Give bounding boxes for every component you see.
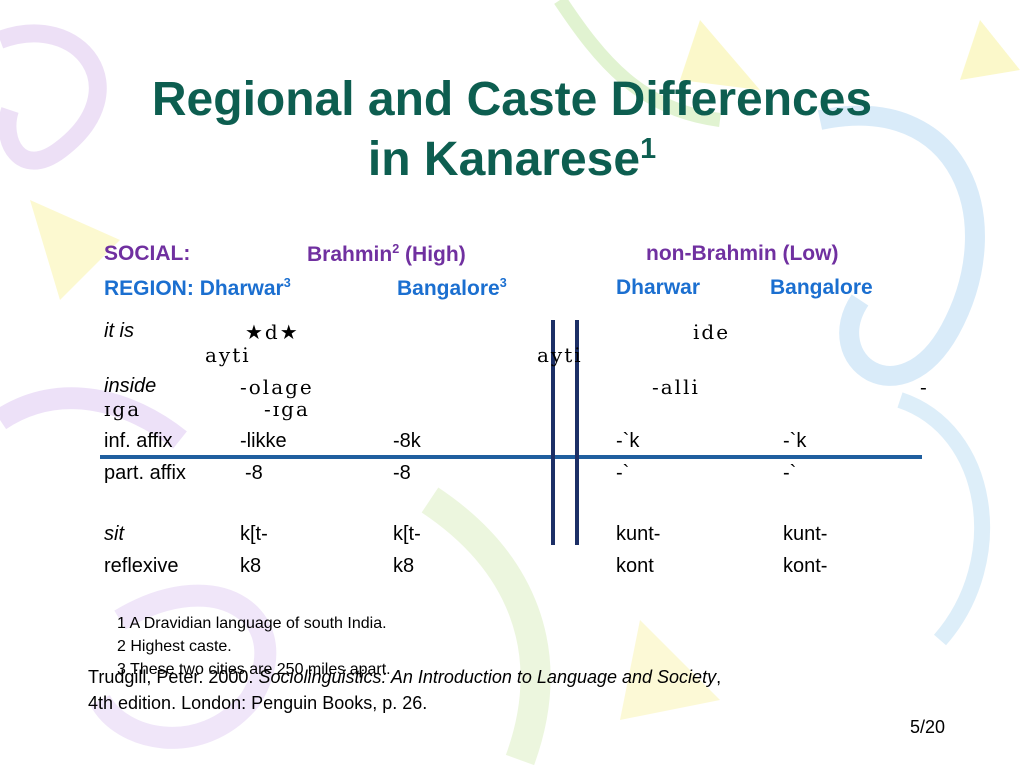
cell: ide <box>693 320 731 344</box>
cell: -`k <box>783 430 807 452</box>
cell: -` <box>783 462 797 484</box>
cell: -8 <box>245 462 263 484</box>
header-cell: non-Brahmin (Low) <box>646 242 839 265</box>
cell: kunt- <box>783 523 828 545</box>
citation: 4th edition. London: Penguin Books, p. 2… <box>88 693 428 713</box>
header-label: SOCIAL: <box>104 242 191 265</box>
cell: k8 <box>240 555 262 577</box>
citation-text: Trudgill, Peter. 2000. <box>88 667 259 687</box>
cell: -8 <box>393 462 411 484</box>
row-label: it is <box>104 320 134 342</box>
footnote: 2 Highest caste. <box>117 638 232 655</box>
footnote: 3 These two cities are 250 miles apart. <box>117 661 391 678</box>
page-number: 5/20 <box>910 717 946 737</box>
row-label: inf. affix <box>104 430 173 452</box>
cell: -8k <box>393 430 421 452</box>
footnote-ref: 2 <box>392 242 400 256</box>
footnote: 1 A Dravidian language of south India. <box>117 615 387 632</box>
cell: kont <box>616 555 654 577</box>
header-cell: REGION: Dharwar3 <box>104 276 291 301</box>
cell: ɪga <box>104 397 142 421</box>
header-text: Dharwar <box>199 277 284 300</box>
header-cell: Bangalore3 <box>397 276 507 301</box>
cell: ayti <box>205 343 251 367</box>
row-label: sit <box>104 523 124 545</box>
cell: k[t- <box>393 523 421 545</box>
cell: kont- <box>783 555 828 577</box>
cell: -alli <box>652 375 700 399</box>
cell: k8 <box>393 555 415 577</box>
header-text: Brahmin <box>307 243 393 266</box>
citation: Trudgill, Peter. 2000. Sociolinguistics:… <box>88 667 721 688</box>
header-text: Bangalore <box>397 277 500 300</box>
row-label: inside <box>104 375 157 397</box>
cell: -`k <box>616 430 640 452</box>
cell: -likke <box>240 430 287 452</box>
cell: -ɪga <box>264 397 310 421</box>
header-cell: Dharwar <box>616 276 701 299</box>
row-label: reflexive <box>104 555 179 577</box>
cell: k[t- <box>240 523 268 545</box>
citation-book: Sociolinguistics: An Introduction to Lan… <box>258 667 717 687</box>
title-text: in Kanarese <box>367 133 641 186</box>
header-text: (High) <box>405 243 466 266</box>
header-label: REGION: <box>104 277 194 300</box>
footnote-ref: 1 <box>640 133 657 165</box>
cell: kunt- <box>616 523 661 545</box>
title: in Kanarese1 <box>0 132 1024 187</box>
cell: -olage <box>240 375 314 399</box>
title: Regional and Caste Differences <box>151 73 873 126</box>
cell: ★d★ <box>245 320 300 344</box>
footnote-ref: 3 <box>283 276 291 290</box>
cell: -` <box>616 462 630 484</box>
header-cell: Bangalore <box>770 276 873 299</box>
row-label: part. affix <box>104 462 186 484</box>
header-cell: Brahmin2 (High) <box>307 242 466 267</box>
cell: ayti <box>537 343 583 367</box>
footnote-ref: 3 <box>499 276 507 290</box>
cell: - <box>920 375 929 399</box>
citation-text: , <box>716 667 722 687</box>
